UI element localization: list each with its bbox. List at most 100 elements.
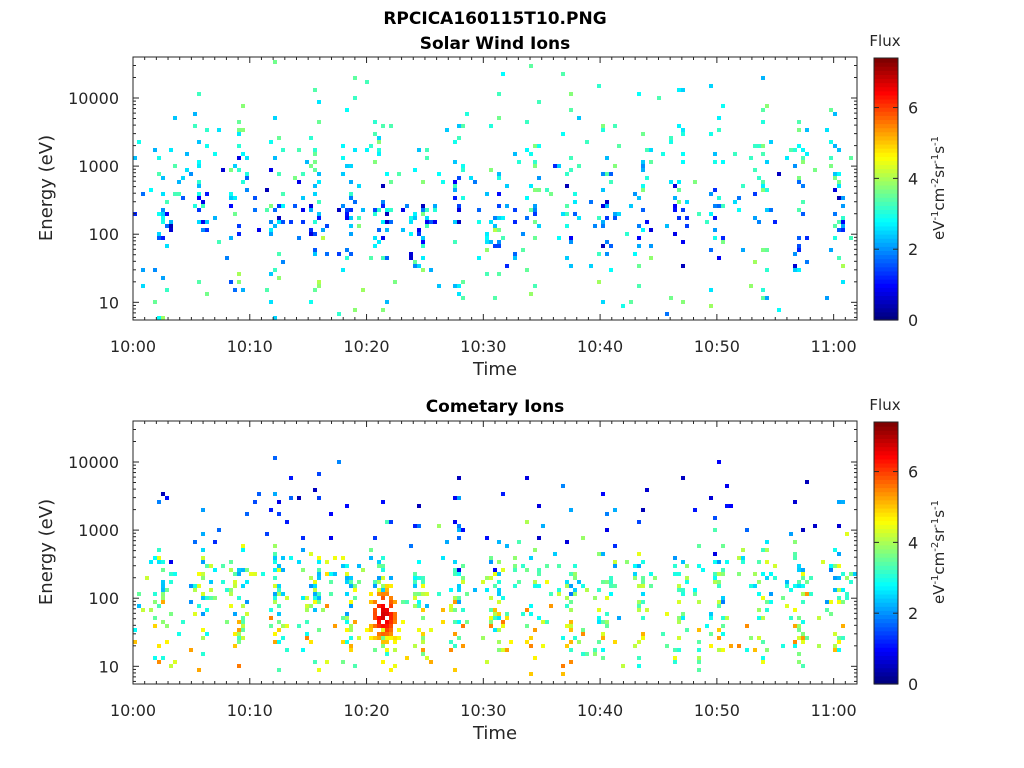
heatmap-cell [713,216,717,220]
heatmap-cell [201,592,205,596]
heatmap-cell [413,596,417,600]
colorbar-segment [874,229,898,235]
heatmap-cell [753,216,757,220]
heatmap-cell [381,576,385,580]
heatmap-cell [277,584,281,588]
heatmap-cell [561,636,565,640]
heatmap-cell [681,588,685,592]
heatmap-cell [573,576,577,580]
heatmap-cell [681,152,685,156]
heatmap-cell [797,180,801,184]
heatmap-cell [641,168,645,172]
heatmap-cell [537,188,541,192]
heatmap-cell [505,544,509,548]
heatmap-cell [369,548,373,552]
heatmap-cell [561,484,565,488]
heatmap-cell [493,296,497,300]
heatmap-cell [413,264,417,268]
heatmap-cell [565,624,569,628]
heatmap-cell [453,596,457,600]
heatmap-cell [837,596,841,600]
heatmap-cell [317,668,321,672]
heatmap-cell [457,636,461,640]
heatmap-cell [765,540,769,544]
heatmap-cell [533,160,537,164]
heatmap-cell [717,256,721,260]
heatmap-cell [369,256,373,260]
heatmap-cell [389,628,393,632]
heatmap-cell [793,552,797,556]
heatmap-cell [201,508,205,512]
heatmap-cell [313,248,317,252]
heatmap-cell [761,660,765,664]
heatmap-cell [389,576,393,580]
heatmap-cell [193,112,197,116]
heatmap-cell [161,600,165,604]
heatmap-cell [201,596,205,600]
heatmap-cell [597,608,601,612]
heatmap-cell [613,508,617,512]
heatmap-cell [289,220,293,224]
heatmap-cell [581,536,585,540]
heatmap-cell [637,284,641,288]
heatmap-cell [381,636,385,640]
heatmap-cell [193,612,197,616]
y-axis-label: Energy (eV) [36,499,57,605]
heatmap-cell [345,620,349,624]
heatmap-cell [849,156,853,160]
colorbar-segment [874,450,898,456]
heatmap-cell [837,196,841,200]
colorbar-segment [874,606,898,611]
heatmap-cell [409,252,413,256]
heatmap-cell [529,644,533,648]
colorbar-segment [874,458,898,464]
heatmap-cell [169,560,173,564]
heatmap-cell [605,240,609,244]
heatmap-cell [237,168,241,172]
heatmap-cell [309,552,313,556]
heatmap-cell [233,196,237,200]
colorbar-segment [874,82,898,88]
heatmap-cell [665,224,669,228]
heatmap-cell [233,612,237,616]
heatmap-cell [317,472,321,476]
heatmap-cell [385,632,389,636]
heatmap-cell [713,576,717,580]
heatmap-cell [709,496,713,500]
heatmap-cell [669,180,673,184]
heatmap-cell [229,280,233,284]
colorbar-tick-label: 6 [908,99,918,118]
heatmap-cell [277,220,281,224]
heatmap-cell [165,288,169,292]
heatmap-cell [161,596,165,600]
heatmap-cell [545,188,549,192]
heatmap-cell [345,592,349,596]
heatmap-cell [341,268,345,272]
heatmap-cell [737,208,741,212]
heatmap-cell [505,612,509,616]
heatmap-cell [301,568,305,572]
heatmap-cell [357,184,361,188]
heatmap-cell [305,636,309,640]
heatmap-cell [533,584,537,588]
heatmap-cell [765,188,769,192]
heatmap-cell [229,568,233,572]
heatmap-cell [417,524,421,528]
heatmap-cell [569,648,573,652]
heatmap-cell [453,560,457,564]
heatmap-cell [637,656,641,660]
heatmap-cell [165,588,169,592]
heatmap-cell [273,568,277,572]
heatmap-cell [381,608,385,612]
heatmap-cell [601,188,605,192]
heatmap-cell [241,568,245,572]
heatmap-cell [713,204,717,208]
heatmap-cell [501,216,505,220]
heatmap-cell [221,580,225,584]
heatmap-cell [721,596,725,600]
heatmap-cell [317,212,321,216]
heatmap-cell [513,256,517,260]
heatmap-cell [593,596,597,600]
heatmap-cell [381,584,385,588]
colorbar-segment [874,561,898,566]
